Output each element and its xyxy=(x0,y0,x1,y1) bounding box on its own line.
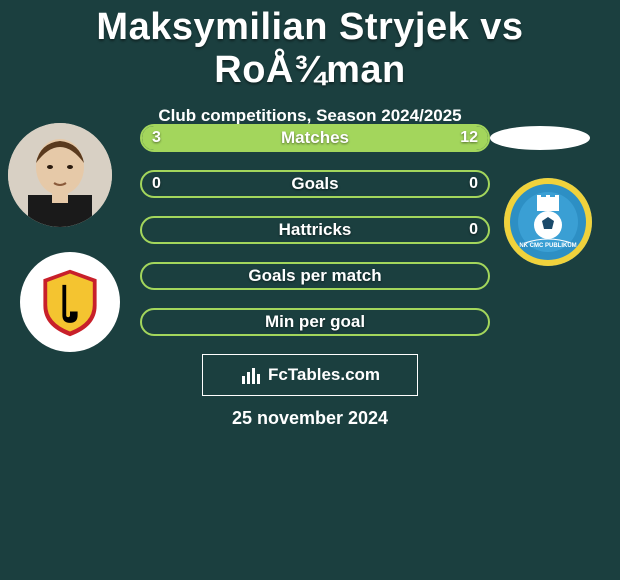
shield-badge-icon xyxy=(32,264,108,340)
stat-label: Goals per match xyxy=(142,264,488,288)
stat-row: 3Matches12 xyxy=(140,124,490,152)
subtitle: Club competitions, Season 2024/2025 xyxy=(0,106,620,126)
stat-label: Min per goal xyxy=(142,310,488,334)
stat-label: Hattricks xyxy=(142,218,488,242)
stat-row: Hattricks0 xyxy=(140,216,490,244)
stat-row: Goals per match xyxy=(140,262,490,290)
stat-value-right: 0 xyxy=(469,218,478,242)
branding-text: FcTables.com xyxy=(268,365,380,385)
branding-box[interactable]: FcTables.com xyxy=(202,354,418,396)
club-badge-right: NK CMC PUBLIKUM xyxy=(504,178,592,266)
stat-label: Matches xyxy=(142,126,488,150)
club-badge-left xyxy=(20,252,120,352)
bar-chart-icon xyxy=(240,364,262,386)
stats-container: 3Matches120Goals0Hattricks0Goals per mat… xyxy=(140,124,490,354)
player-photo-left xyxy=(8,123,112,227)
player-photo-right-placeholder xyxy=(490,126,590,150)
date-text: 25 november 2024 xyxy=(0,408,620,429)
stat-value-right: 12 xyxy=(460,126,478,150)
face-placeholder-icon xyxy=(8,123,112,227)
page-title: Maksymilian Stryjek vs RoÅ¾man xyxy=(0,0,620,92)
stat-row: Min per goal xyxy=(140,308,490,336)
stat-row: 0Goals0 xyxy=(140,170,490,198)
svg-text:NK CMC PUBLIKUM: NK CMC PUBLIKUM xyxy=(519,243,576,249)
soccer-castle-badge-icon: NK CMC PUBLIKUM xyxy=(513,187,583,257)
stat-label: Goals xyxy=(142,172,488,196)
stat-value-right: 0 xyxy=(469,172,478,196)
